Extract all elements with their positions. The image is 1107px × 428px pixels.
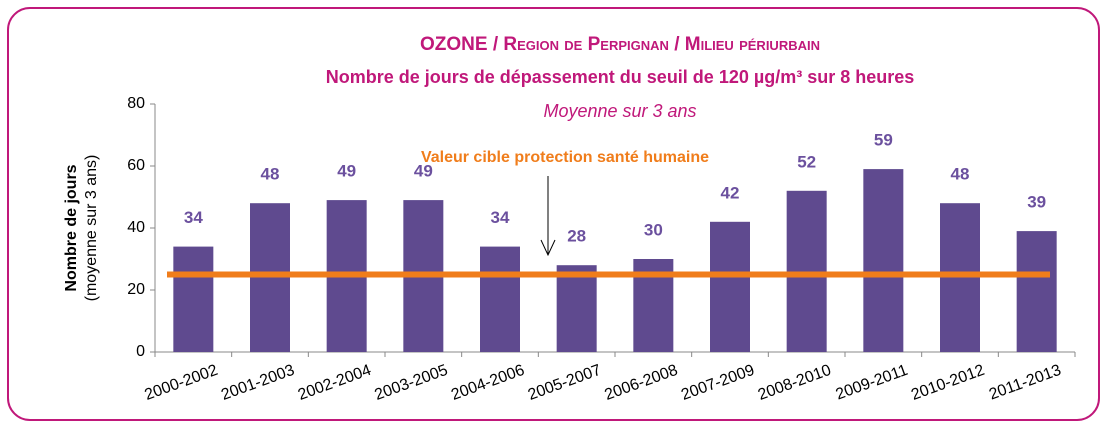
value-label: 52 xyxy=(797,152,816,171)
bar xyxy=(1016,231,1057,352)
y-tick-label: 20 xyxy=(127,281,145,298)
value-label: 59 xyxy=(874,131,893,150)
value-label: 34 xyxy=(491,208,510,227)
value-label: 42 xyxy=(721,183,740,202)
value-label: 30 xyxy=(644,220,663,239)
value-label: 48 xyxy=(261,165,280,184)
bar xyxy=(863,169,904,352)
value-label: 34 xyxy=(184,208,203,227)
value-label: 48 xyxy=(951,165,970,184)
value-label: 49 xyxy=(337,162,356,181)
chart-subtitle: Nombre de jours de dépassement du seuil … xyxy=(326,67,915,87)
chart-title: OZONE / Region de Perpignan / Milieu pér… xyxy=(420,34,820,55)
y-tick-label: 0 xyxy=(136,343,145,360)
bar xyxy=(480,246,520,352)
bar xyxy=(786,190,827,352)
bar xyxy=(710,221,750,352)
y-axis-label-sub: (moyenne sur 3 ans) xyxy=(83,155,100,302)
y-tick-label: 40 xyxy=(127,219,145,236)
value-label: 49 xyxy=(414,162,433,181)
bar xyxy=(556,265,597,352)
value-label: 28 xyxy=(567,227,586,246)
target-arrow-head xyxy=(540,239,556,257)
bar xyxy=(250,203,290,352)
y-tick-label: 60 xyxy=(127,157,145,174)
target-label: Valeur cible protection santé humaine xyxy=(421,149,709,166)
y-tick-label: 80 xyxy=(127,95,145,112)
value-label: 39 xyxy=(1027,193,1046,212)
y-axis-label: Nombre de jours xyxy=(63,164,80,291)
bar xyxy=(940,203,980,352)
bar xyxy=(173,246,214,352)
chart-subtitle2: Moyenne sur 3 ans xyxy=(543,101,696,121)
